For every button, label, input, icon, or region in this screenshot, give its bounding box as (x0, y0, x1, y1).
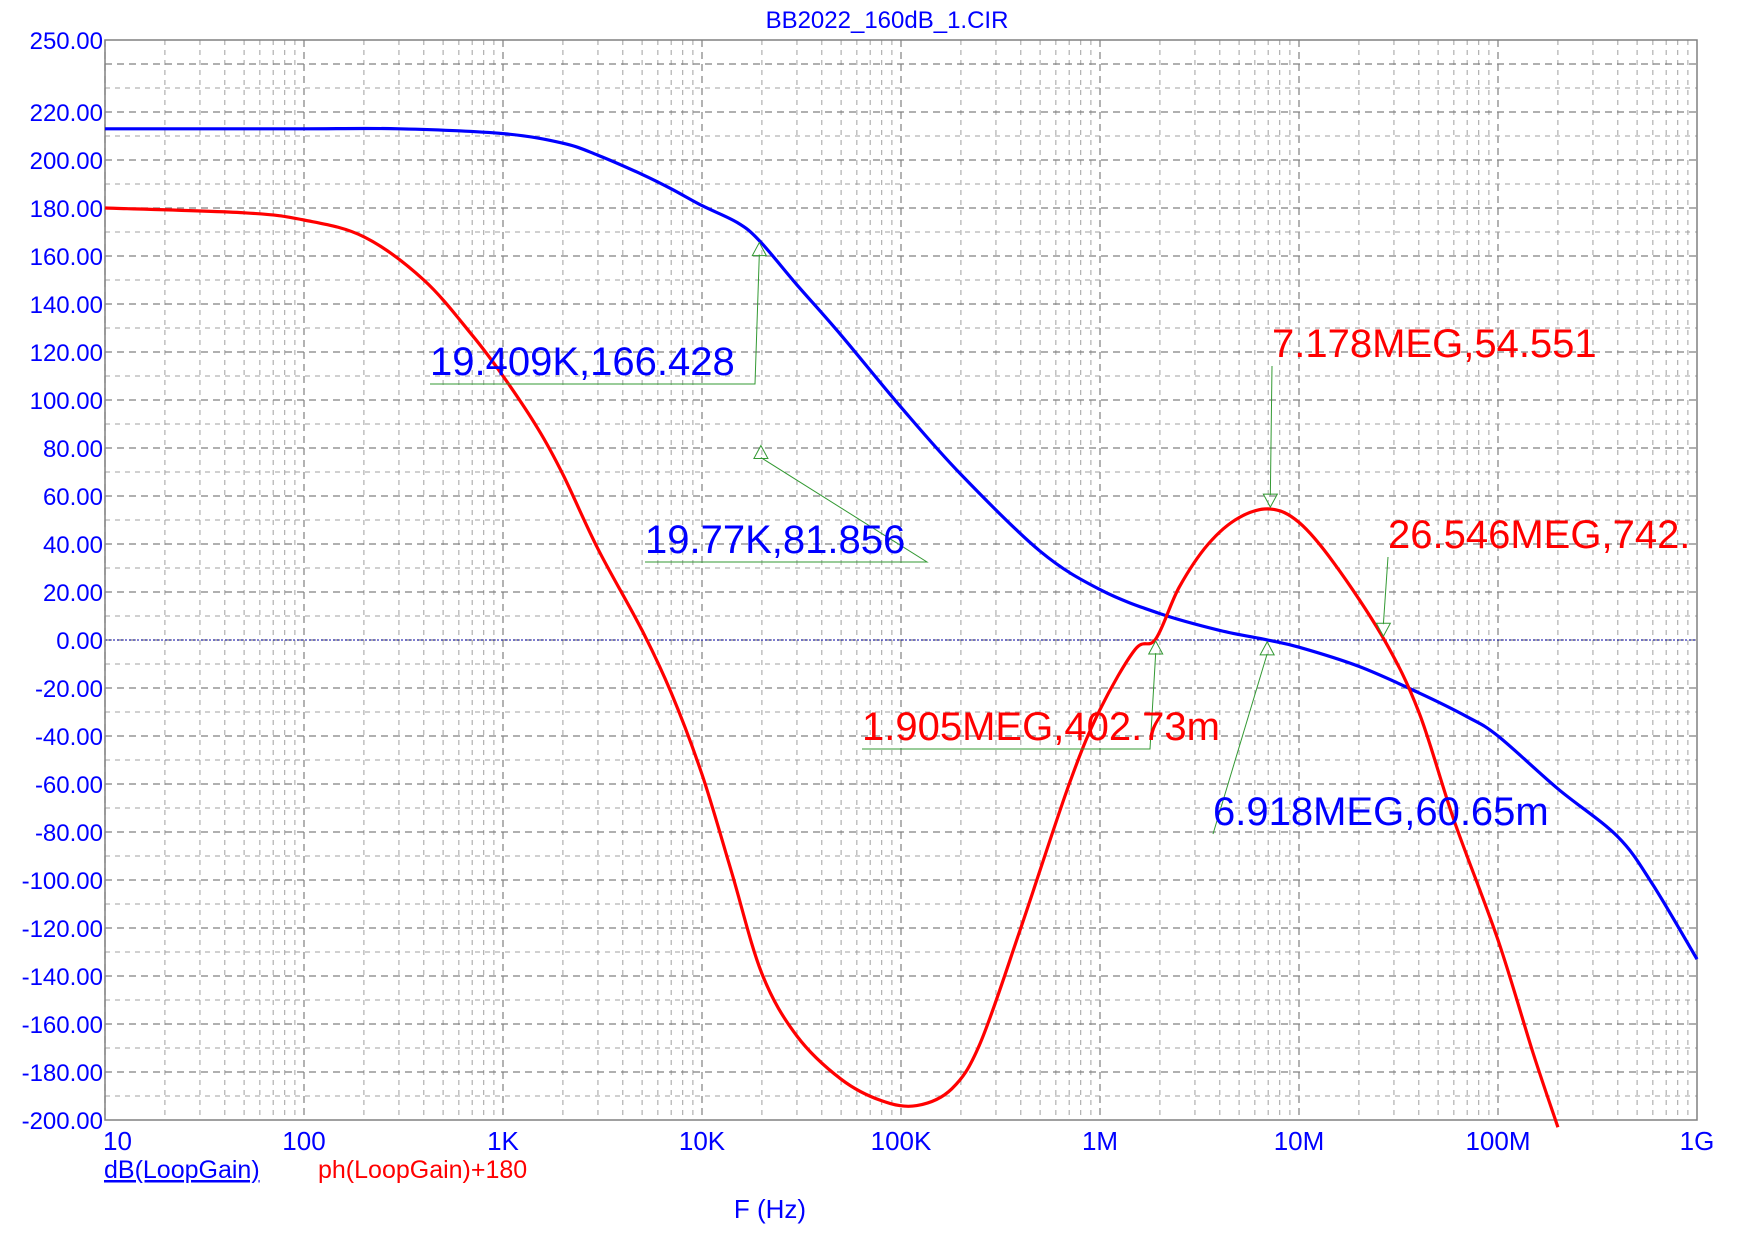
y-tick-label: 250.00 (30, 28, 103, 55)
y-tick-label: -160.00 (22, 1012, 103, 1039)
y-tick-label: 120.00 (30, 340, 103, 367)
y-tick-label: 140.00 (30, 292, 103, 319)
annotation-leader (1382, 556, 1389, 625)
legend-dB-loopgain[interactable]: dB(LoopGain) (104, 1156, 260, 1184)
y-axis-ticks: 250.00 220.00 200.00 180.00 160.00 140.00 120.… (22, 28, 103, 1135)
y-tick-label: -20.00 (35, 676, 103, 703)
x-tick-label: 10M (1274, 1126, 1325, 1156)
annotation-leader (862, 653, 1157, 750)
y-tick-label: 160.00 (30, 244, 103, 271)
grid (104, 40, 1697, 1120)
cursor-annotation: 19.409K,166.428 (430, 241, 768, 385)
annotation-arrow (1262, 493, 1279, 509)
y-tick-label: 40.00 (43, 532, 103, 559)
annotation-layer: 19.409K,166.428 19.77K,81.856 7.178MEG,54.… (430, 241, 1690, 835)
annotation-leader (1269, 365, 1273, 496)
x-tick-label: 100 (282, 1126, 325, 1156)
cursor-annotation: 19.77K,81.856 (645, 444, 929, 563)
x-tick-label: 1M (1082, 1126, 1118, 1156)
annotation-arrow (1147, 639, 1164, 655)
series-layer (104, 126, 1699, 1128)
y-tick-label: -100.00 (22, 868, 103, 895)
x-axis-ticks: 10 100 1K 10K 100K 1M 10M 100M 1G (103, 1126, 1714, 1156)
legend-phase-loopgain[interactable]: ph(LoopGain)+180 (318, 1156, 527, 1184)
y-tick-label: -40.00 (35, 724, 103, 751)
y-tick-label: -60.00 (35, 772, 103, 799)
series-line-dB-loopgain (105, 126, 1699, 961)
plot-frame (104, 39, 1698, 1121)
series-line-phase-loopgain (104, 206, 1560, 1128)
y-tick-label: 60.00 (43, 484, 103, 511)
y-tick-label: 20.00 (43, 580, 103, 607)
x-tick-label: 10 (103, 1126, 132, 1156)
y-tick-label: -80.00 (35, 820, 103, 847)
annotation-label: 19.409K,166.428 (430, 340, 735, 384)
annotation-leader (430, 254, 760, 385)
annotation-arrow (1259, 640, 1275, 656)
x-tick-label: 100K (871, 1126, 932, 1156)
annotation-label: 6.918MEG,60.65m (1213, 790, 1549, 834)
x-axis-label: F (Hz) (734, 1194, 806, 1224)
y-tick-label: 0.00 (56, 628, 103, 655)
x-tick-label: 100M (1465, 1126, 1530, 1156)
annotation-label: 19.77K,81.856 (645, 518, 905, 562)
cursor-annotation: 7.178MEG,54.551 (1262, 322, 1597, 509)
x-tick-label: 1G (1680, 1126, 1715, 1156)
annotation-arrow (1375, 622, 1392, 638)
y-tick-label: 180.00 (30, 196, 103, 223)
chart-title: BB2022_160dB_1.CIR (766, 7, 1009, 34)
x-tick-label: 10K (679, 1126, 726, 1156)
cursor-annotation: 1.905MEG,402.73m (862, 639, 1220, 750)
x-tick-label: 1K (487, 1126, 519, 1156)
annotation-label: 26.546MEG,742. (1388, 513, 1690, 557)
annotation-arrow (751, 241, 768, 257)
annotation-label: 1.905MEG,402.73m (862, 705, 1220, 749)
annotation-leader (645, 457, 929, 563)
annotation-arrow (753, 444, 769, 460)
y-tick-label: 80.00 (43, 436, 103, 463)
y-tick-label: 100.00 (30, 388, 103, 415)
y-tick-label: 220.00 (30, 100, 103, 127)
cursor-annotation: 6.918MEG,60.65m (1212, 640, 1549, 835)
annotation-label: 7.178MEG,54.551 (1272, 322, 1597, 366)
y-tick-label: 200.00 (30, 148, 103, 175)
y-tick-label: -140.00 (22, 964, 103, 991)
annotation-leader (1212, 653, 1268, 835)
y-tick-label: -120.00 (22, 916, 103, 943)
y-tick-label: -200.00 (22, 1108, 103, 1135)
cursor-annotation: 26.546MEG,742. (1375, 513, 1690, 638)
y-tick-label: -180.00 (22, 1060, 103, 1087)
